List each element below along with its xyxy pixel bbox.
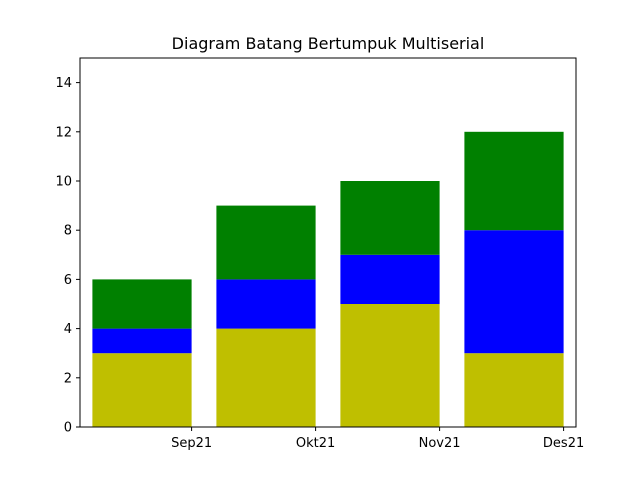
bar-Sep21-segment-2 [92,328,192,354]
x-axis: Sep21 Okt21 Nov21 Des21 [171,427,584,451]
bar-Nov21-segment-3 [340,181,440,255]
y-tick-label: 0 [64,421,72,436]
plot-frame [79,57,577,428]
x-tick-label: Sep21 [171,436,212,451]
y-tick-label: 4 [64,322,72,337]
y-tick-label: 6 [64,273,72,288]
bar-Nov21-segment-2 [340,254,440,304]
bars-group [92,131,564,427]
bar-Des21-segment-1 [464,353,564,427]
y-tick-label: 2 [64,371,72,386]
x-tick-label: Des21 [543,436,584,451]
bar-Sep21-segment-1 [92,353,192,427]
bar-Des21-segment-2 [464,230,564,354]
y-tick-label: 8 [64,224,72,239]
x-tick-label: Nov21 [419,436,461,451]
bar-Sep21-segment-3 [92,279,192,329]
bar-Okt21-segment-2 [216,279,316,329]
y-tick-label: 14 [55,76,72,91]
y-tick-label: 12 [55,125,72,140]
bar-Okt21-segment-3 [216,205,316,280]
x-tick-label: Okt21 [296,436,335,451]
y-tick-label: 10 [55,175,72,190]
chart-title: Diagram Batang Bertumpuk Multiserial [172,34,485,53]
bar-Nov21-segment-1 [340,304,440,427]
bar-Okt21-segment-1 [216,328,316,427]
bar-Des21-segment-3 [464,131,564,231]
y-axis: 0 2 4 6 8 10 12 14 [55,76,80,436]
